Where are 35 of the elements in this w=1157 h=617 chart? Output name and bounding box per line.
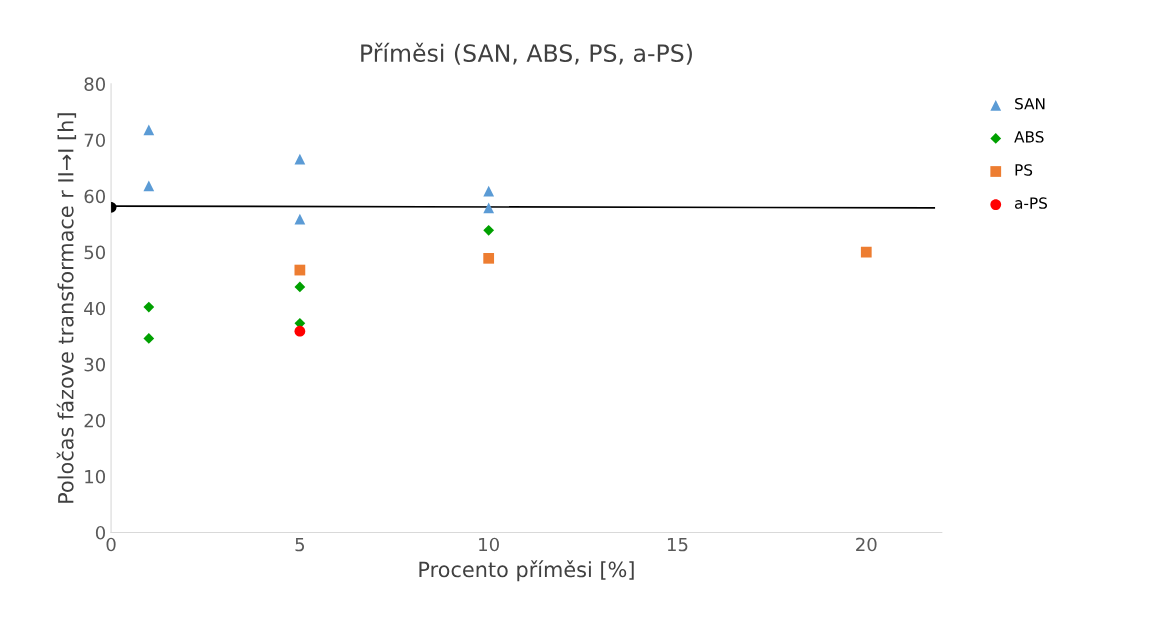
point xyxy=(294,153,306,165)
point xyxy=(483,202,495,214)
y-tick-label: 40 xyxy=(84,301,106,316)
point xyxy=(860,246,872,258)
x-tick-label: 0 xyxy=(106,537,116,552)
point xyxy=(294,325,306,337)
point xyxy=(483,252,495,264)
x-tick-label: 20 xyxy=(856,537,877,552)
point xyxy=(143,124,155,136)
y-tick-label: 20 xyxy=(84,413,106,428)
y-tick-label: 60 xyxy=(84,189,106,204)
legend-label: PS xyxy=(1015,164,1033,176)
y-tick-label: 0 xyxy=(95,525,106,540)
legend-label: ABS xyxy=(1014,131,1044,143)
y-tick-label: 10 xyxy=(85,469,106,484)
point xyxy=(483,224,495,236)
point xyxy=(483,185,495,197)
x-axis-title: Procento příměsi [%] xyxy=(419,560,634,582)
point xyxy=(294,281,306,293)
y-tick-label: 30 xyxy=(84,357,106,372)
point xyxy=(294,213,306,225)
point xyxy=(294,264,306,276)
point xyxy=(143,333,155,344)
x-tick-label: 5 xyxy=(295,537,305,552)
point xyxy=(143,180,155,192)
legend-label: SAN xyxy=(1015,97,1045,110)
y-tick-label: 80 xyxy=(84,77,106,92)
y-tick-label: 50 xyxy=(84,245,106,260)
y-tick-label: 70 xyxy=(84,133,106,148)
x-tick-label: 15 xyxy=(667,537,688,552)
point xyxy=(143,301,155,313)
chart-title: Příměsi (SAN, ABS, PS, a-PS) xyxy=(361,42,692,65)
y-axis-title: Poločas fázove transformace r II→I [h] xyxy=(56,113,77,503)
legend-label: a-PS xyxy=(1015,197,1048,209)
x-tick-label: 10 xyxy=(479,537,499,552)
